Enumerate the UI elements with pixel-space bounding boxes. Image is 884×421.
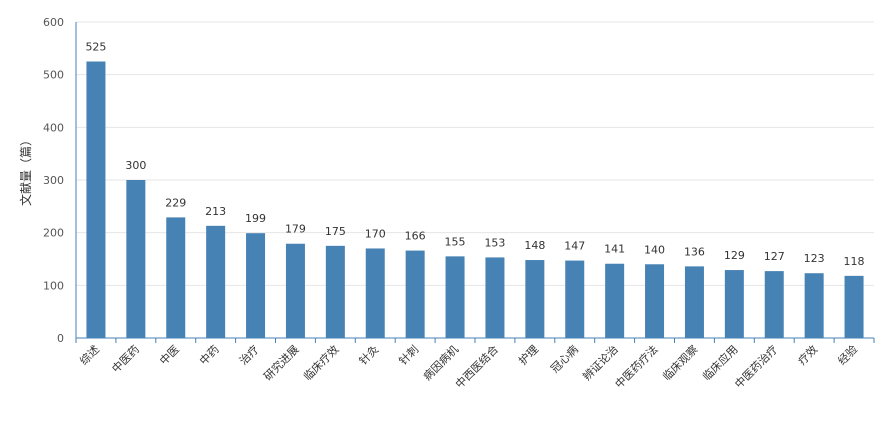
x-category-label: 病因病机 <box>420 342 461 383</box>
data-label: 140 <box>644 243 665 256</box>
x-category-label: 辨证论治 <box>580 342 621 383</box>
data-label: 147 <box>564 240 585 253</box>
data-label: 166 <box>405 230 426 243</box>
data-labels: 525 300 229 213 199 179 175 170 166 155 153 148 147 1… <box>85 41 864 268</box>
bar[interactable] <box>645 264 665 338</box>
data-label: 123 <box>804 252 825 265</box>
data-label: 179 <box>285 223 306 236</box>
gridlines <box>76 21 874 286</box>
x-category-label: 临床观察 <box>660 342 701 383</box>
bar[interactable] <box>684 266 704 338</box>
x-category-label: 中医 <box>157 343 182 368</box>
x-category-label: 中医药治疗 <box>732 342 781 391</box>
x-category-label: 中医药 <box>109 343 142 376</box>
bar[interactable] <box>605 263 625 338</box>
bar[interactable] <box>365 248 385 338</box>
x-category-label: 针刺 <box>396 342 421 367</box>
x-category-label: 临床应用 <box>699 342 740 383</box>
bars <box>86 61 864 339</box>
data-label: 155 <box>445 235 466 248</box>
data-label: 118 <box>844 255 865 268</box>
bar[interactable] <box>246 233 266 338</box>
y-axis-ticks: 0 100 200 300 400 500 600 <box>43 16 64 345</box>
y-tick-label: 300 <box>43 174 64 187</box>
x-category-label: 护理 <box>516 342 541 367</box>
data-label: 213 <box>205 205 226 218</box>
data-label: 229 <box>165 196 186 209</box>
x-category-label: 冠心病 <box>548 342 581 375</box>
x-category-label: 中西医结合 <box>452 342 501 391</box>
bar[interactable] <box>485 257 505 338</box>
x-category-label: 临床疗效 <box>300 342 341 383</box>
y-tick-label: 200 <box>43 227 64 240</box>
x-category-label: 研究进展 <box>261 342 302 383</box>
bar[interactable] <box>724 270 744 338</box>
data-label: 141 <box>604 243 625 256</box>
x-category-label: 中医药疗法 <box>612 342 661 391</box>
data-label: 300 <box>125 159 146 172</box>
x-category-label: 针灸 <box>356 342 381 367</box>
y-tick-label: 400 <box>43 121 64 134</box>
y-tick-label: 0 <box>57 332 64 345</box>
bar[interactable] <box>405 250 425 338</box>
bar[interactable] <box>844 275 864 338</box>
data-label: 136 <box>684 245 705 258</box>
x-category-label: 中药 <box>197 343 222 368</box>
bar[interactable] <box>285 243 305 338</box>
bar[interactable] <box>445 256 465 338</box>
data-label: 127 <box>764 250 785 263</box>
y-tick-label: 500 <box>43 69 64 82</box>
bar[interactable] <box>325 245 345 338</box>
bar[interactable] <box>804 273 824 338</box>
bar[interactable] <box>206 225 226 338</box>
x-category-label: 经验 <box>835 342 860 367</box>
data-label: 170 <box>365 227 386 240</box>
data-label: 175 <box>325 225 346 238</box>
bar[interactable] <box>166 217 186 338</box>
x-category-label: 疗效 <box>795 342 820 367</box>
data-label: 153 <box>484 236 505 249</box>
y-tick-label: 600 <box>43 16 64 29</box>
x-category-label: 治疗 <box>236 342 261 367</box>
y-tick-label: 100 <box>43 279 64 292</box>
data-label: 199 <box>245 212 266 225</box>
bar[interactable] <box>86 61 106 339</box>
data-label: 129 <box>724 249 745 262</box>
y-axis-title: 文献量（篇） <box>18 134 33 206</box>
data-label: 525 <box>85 41 106 54</box>
bar[interactable] <box>764 271 784 338</box>
bar[interactable] <box>525 260 545 338</box>
bar[interactable] <box>565 260 585 338</box>
bar[interactable] <box>126 180 146 338</box>
data-label: 148 <box>524 239 545 252</box>
x-category-label: 综述 <box>77 342 102 367</box>
